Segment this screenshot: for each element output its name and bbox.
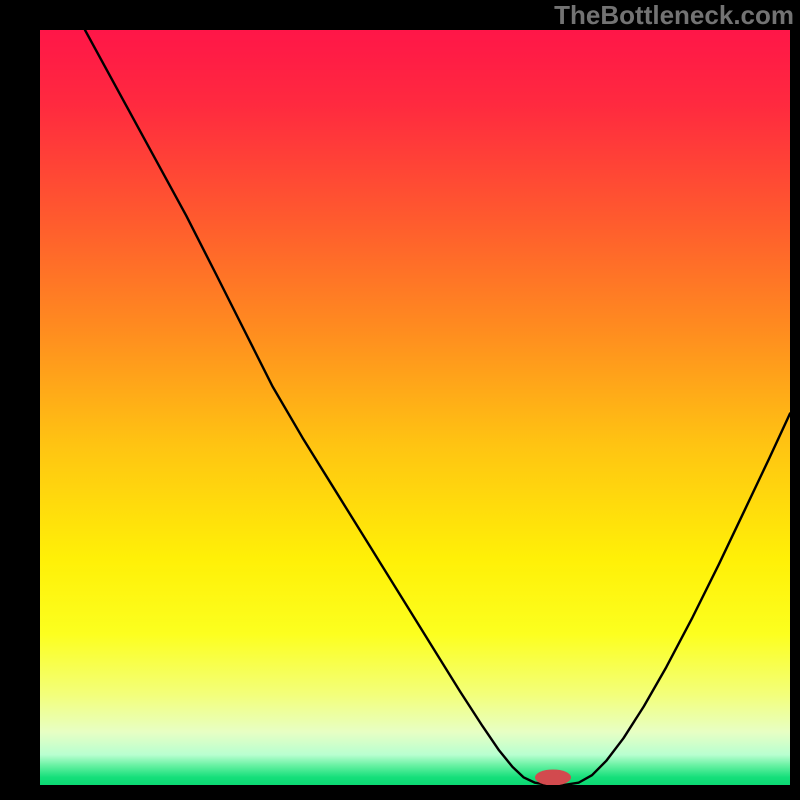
watermark-text: TheBottleneck.com [554, 0, 794, 31]
plot-area [40, 30, 790, 785]
plot-svg [40, 30, 790, 785]
optimal-marker [535, 769, 571, 785]
chart-frame: TheBottleneck.com [0, 0, 800, 800]
gradient-background [40, 30, 790, 785]
